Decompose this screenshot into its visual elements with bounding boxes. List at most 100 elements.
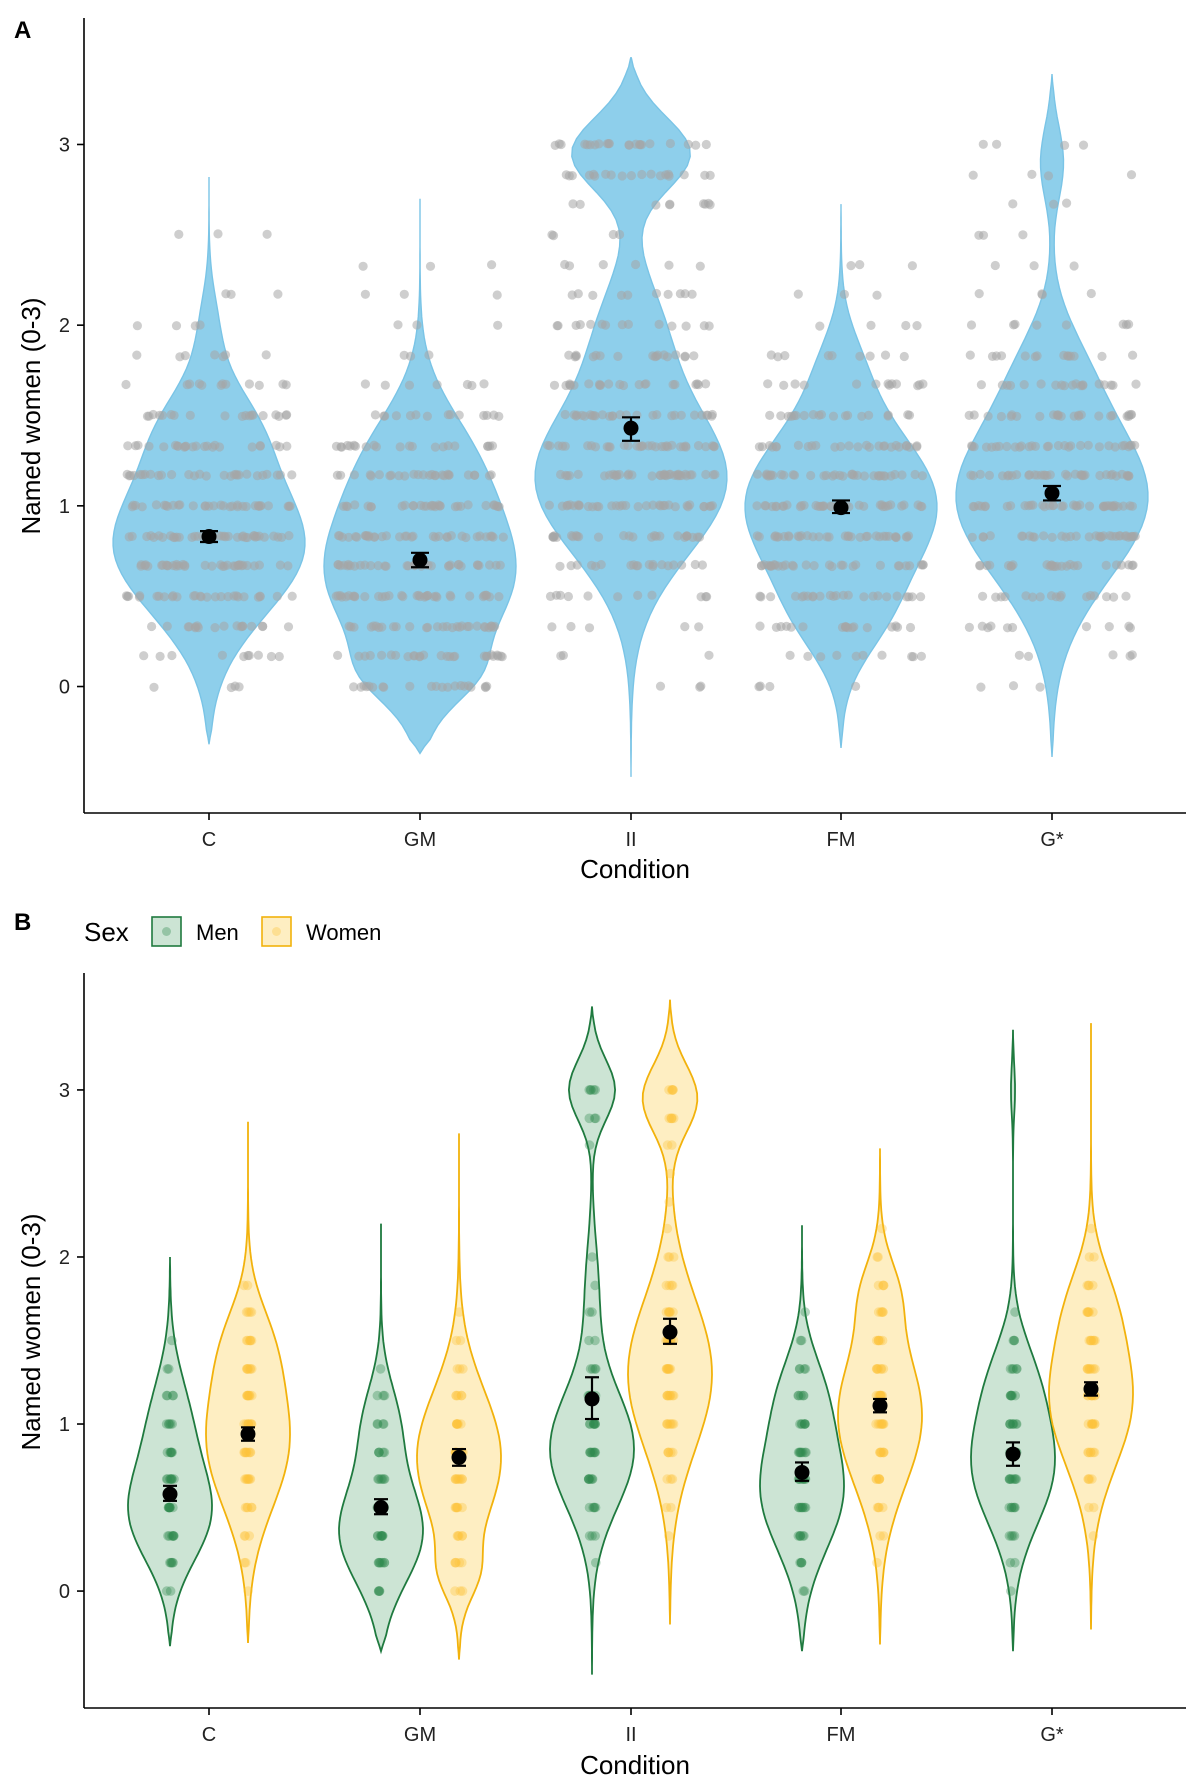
- panel-b-violin-men-gm: [338, 1223, 424, 1655]
- panel-b-point: [664, 1390, 674, 1401]
- panel-a-point: [1024, 470, 1034, 480]
- panel-a-point: [419, 650, 429, 660]
- panel-a-point: [994, 441, 1004, 451]
- panel-b-point: [668, 1252, 679, 1262]
- panel-b-point: [1088, 1447, 1098, 1458]
- panel-a-point: [344, 621, 354, 631]
- panel-a-point: [232, 621, 242, 631]
- panel-a-point: [1065, 559, 1075, 570]
- panel-a-point: [333, 591, 343, 601]
- panel-a-point: [1026, 500, 1036, 510]
- panel-b-point: [663, 1307, 674, 1317]
- panel-a-point: [651, 288, 662, 299]
- panel-b-point: [242, 1280, 253, 1291]
- panel-a-point: [479, 379, 489, 389]
- panel-b-point: [590, 1419, 600, 1429]
- panel-b-point: [374, 1447, 384, 1458]
- panel-a-point: [647, 471, 657, 481]
- panel-b-point: [451, 1390, 462, 1401]
- panel-a-x-tick-label-gm: GM: [404, 829, 436, 851]
- panel-b-point: [1088, 1335, 1099, 1346]
- panel-b-point: [590, 1419, 600, 1429]
- panel-b-point: [1005, 1419, 1015, 1429]
- panel-a-point: [776, 470, 786, 480]
- panel-b-point: [877, 1223, 887, 1234]
- panel-b-point: [875, 1447, 885, 1458]
- panel-b-point: [1005, 1390, 1016, 1401]
- panel-a-point: [175, 352, 185, 362]
- panel-b-point: [590, 1447, 601, 1458]
- panel-a-point: [704, 650, 714, 660]
- panel-a-point: [341, 501, 351, 511]
- panel-b-point: [165, 1502, 175, 1513]
- panel-b-point: [245, 1364, 256, 1374]
- panel-b-point: [1084, 1474, 1095, 1484]
- panel-a-point: [892, 622, 903, 632]
- panel-b-violin-men-fm: [759, 1225, 845, 1652]
- panel-b-point: [796, 1419, 807, 1429]
- panel-a-point: [128, 500, 138, 510]
- panel-a-point: [237, 411, 247, 421]
- panel-b-point: [666, 1447, 676, 1458]
- panel-a-point: [907, 651, 917, 662]
- panel-a-point: [771, 501, 781, 511]
- panel-a-point: [604, 379, 614, 389]
- panel-b-point: [374, 1586, 385, 1596]
- panel-a-point: [569, 410, 579, 420]
- panel-b-point: [167, 1557, 178, 1568]
- panel-a-point: [439, 471, 449, 481]
- panel-b-point: [245, 1390, 255, 1401]
- panel-a-x-tick-label-gstar: G*: [1040, 829, 1064, 851]
- panel-b-point: [798, 1586, 809, 1596]
- panel-b-point: [169, 1474, 179, 1484]
- panel-a-point: [816, 410, 827, 420]
- panel-a-point: [404, 441, 415, 451]
- panel-a-point: [1053, 441, 1063, 451]
- panel-b-point: [1006, 1390, 1017, 1401]
- panel-b-point: [457, 1586, 468, 1596]
- panel-b-point: [800, 1447, 810, 1458]
- panel-a-point: [564, 470, 575, 481]
- panel-b-point: [872, 1557, 882, 1568]
- panel-a-point: [783, 411, 793, 421]
- panel-a-points-c: [121, 229, 297, 693]
- panel-b-point: [1083, 1307, 1093, 1317]
- panel-a-point: [1101, 470, 1111, 480]
- panel-a-point: [1060, 140, 1070, 150]
- panel-a-y-tick-label-3: 3: [59, 134, 70, 156]
- panel-a-point: [791, 410, 801, 421]
- panel-a-mean-gstar: [1043, 484, 1061, 502]
- panel-a-point: [366, 561, 376, 571]
- panel-b-means: [162, 1317, 1099, 1516]
- panel-a-point: [977, 621, 987, 631]
- panel-a-point: [809, 561, 819, 571]
- panel-b-point: [585, 1419, 595, 1429]
- panel-b-point: [797, 1502, 808, 1513]
- panel-b-point: [872, 1502, 883, 1513]
- panel-a-point: [482, 651, 492, 661]
- panel-b-point: [452, 1531, 463, 1541]
- panel-a-point: [1131, 379, 1141, 389]
- panel-a-point: [1039, 531, 1049, 541]
- panel-a-point: [443, 441, 453, 451]
- panel-a-point: [897, 501, 907, 511]
- panel-b-point: [661, 1307, 672, 1317]
- panel-a-point: [398, 592, 408, 602]
- panel-a-point: [589, 411, 599, 421]
- panel-a-point: [174, 229, 184, 239]
- panel-a-point: [397, 501, 407, 511]
- panel-a-point: [879, 531, 889, 541]
- panel-b-point: [1005, 1364, 1016, 1374]
- panel-a-point: [548, 531, 558, 542]
- panel-a-point: [1062, 198, 1072, 208]
- panel-a-point: [680, 622, 690, 632]
- panel-b-point: [668, 1447, 678, 1458]
- panel-a-point: [185, 410, 195, 420]
- panel-b-point: [450, 1474, 461, 1484]
- panel-a-point: [422, 411, 432, 421]
- panel-b-point: [1085, 1364, 1095, 1374]
- panel-a-point: [840, 531, 850, 541]
- panel-a-point: [766, 592, 776, 602]
- panel-a-point: [658, 500, 668, 511]
- panel-a-point: [213, 229, 223, 239]
